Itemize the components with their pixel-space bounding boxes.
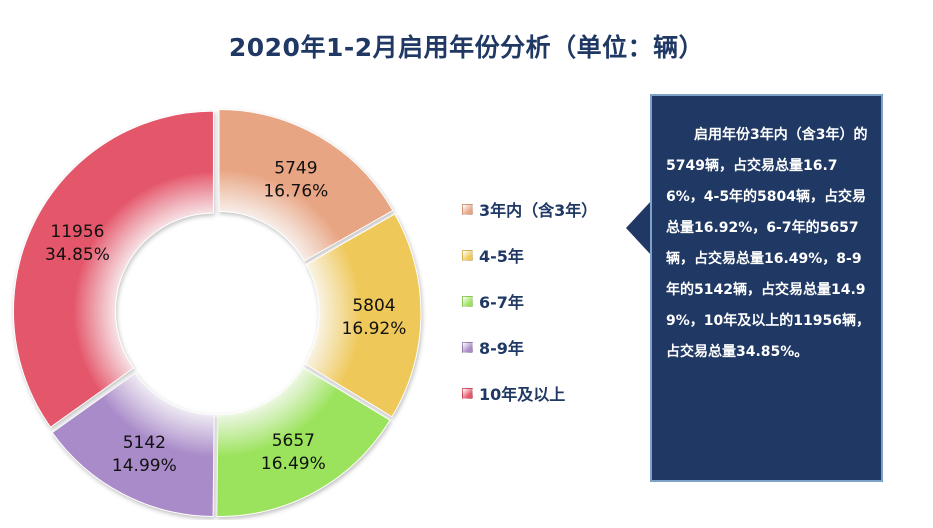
legend-item: 6-7年 — [462, 278, 597, 324]
legend-item: 8-9年 — [462, 324, 597, 370]
callout-pointer — [626, 200, 652, 256]
legend-swatch — [462, 341, 473, 353]
donut-slice-1 — [304, 213, 422, 418]
slice-percent-label: 16.49% — [261, 454, 326, 474]
slice-percent-label: 16.92% — [342, 319, 407, 339]
slice-value-label: 5804 — [352, 296, 395, 316]
chart-title: 2020年1-2月启用年份分析（单位：辆） — [228, 33, 705, 62]
slice-value-label: 5749 — [274, 158, 317, 178]
slice-percent-label: 14.99% — [112, 456, 177, 476]
legend-label: 6-7年 — [479, 293, 524, 312]
legend-swatch — [462, 387, 473, 399]
donut-chart: 5749 16.76% 5804 16.92% 5657 16.49% 5142 14.99%… — [12, 109, 422, 518]
legend-swatch — [462, 203, 473, 215]
legend-label: 4-5年 — [479, 247, 524, 266]
legend-item: 10年及以上 — [462, 370, 597, 416]
slice-value-label: 5142 — [123, 433, 166, 453]
slice-percent-label: 16.76% — [263, 181, 328, 201]
donut-slice-4 — [12, 110, 214, 428]
slice-value-label: 5657 — [272, 431, 315, 451]
donut-slice-3 — [51, 372, 215, 518]
legend-label: 8-9年 — [479, 339, 524, 358]
legend-item: 3年内（含3年） — [462, 186, 597, 232]
slice-percent-label: 34.85% — [45, 245, 110, 265]
legend-swatch — [462, 295, 473, 307]
donut-slice-2 — [216, 366, 391, 517]
summary-callout: 启用年份3年内（含3年）的5749辆，占交易总量16.76%，4-5年的5804… — [650, 94, 883, 482]
slice-value-label: 11956 — [50, 222, 104, 242]
legend-label: 3年内（含3年） — [479, 201, 598, 220]
chart-legend: 3年内（含3年） 4-5年 6-7年 8-9年 10年及以上 — [462, 186, 597, 416]
legend-label: 10年及以上 — [479, 385, 566, 404]
callout-text: 启用年份3年内（含3年）的5749辆，占交易总量16.76%，4-5年的5804… — [666, 127, 870, 360]
legend-item: 4-5年 — [462, 232, 597, 278]
legend-swatch — [462, 249, 473, 261]
donut-slice-0 — [218, 109, 394, 262]
